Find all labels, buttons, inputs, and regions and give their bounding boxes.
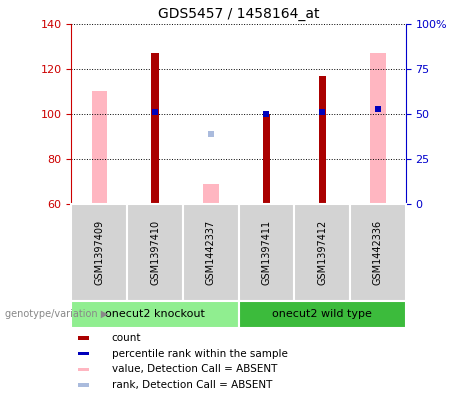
Bar [263,114,270,204]
Text: GSM1397410: GSM1397410 [150,220,160,285]
Title: GDS5457 / 1458164_at: GDS5457 / 1458164_at [158,7,319,21]
Bar [370,53,385,204]
Bar [78,368,89,371]
Bar [238,204,294,301]
Text: percentile rank within the sample: percentile rank within the sample [112,349,288,359]
Bar [71,204,127,301]
Bar [78,352,89,355]
Text: onecut2 wild type: onecut2 wild type [272,309,372,320]
Text: GSM1397412: GSM1397412 [317,220,327,285]
Text: count: count [112,333,141,343]
Text: onecut2 knockout: onecut2 knockout [105,309,205,320]
Text: rank, Detection Call = ABSENT: rank, Detection Call = ABSENT [112,380,272,390]
Bar [319,75,326,204]
Bar [350,204,406,301]
Bar [294,204,350,301]
Bar [91,91,107,204]
Bar [203,184,219,204]
Text: GSM1397411: GSM1397411 [261,220,272,285]
Text: GSM1442336: GSM1442336 [373,220,383,285]
Text: genotype/variation ▶: genotype/variation ▶ [5,309,108,320]
Bar [127,204,183,301]
Text: value, Detection Call = ABSENT: value, Detection Call = ABSENT [112,364,277,375]
Bar [183,204,238,301]
Bar [71,301,239,328]
Bar [151,53,159,204]
Text: GSM1397409: GSM1397409 [95,220,104,285]
Bar [78,384,89,387]
Bar [238,301,406,328]
Text: GSM1442337: GSM1442337 [206,220,216,285]
Bar [78,336,89,340]
